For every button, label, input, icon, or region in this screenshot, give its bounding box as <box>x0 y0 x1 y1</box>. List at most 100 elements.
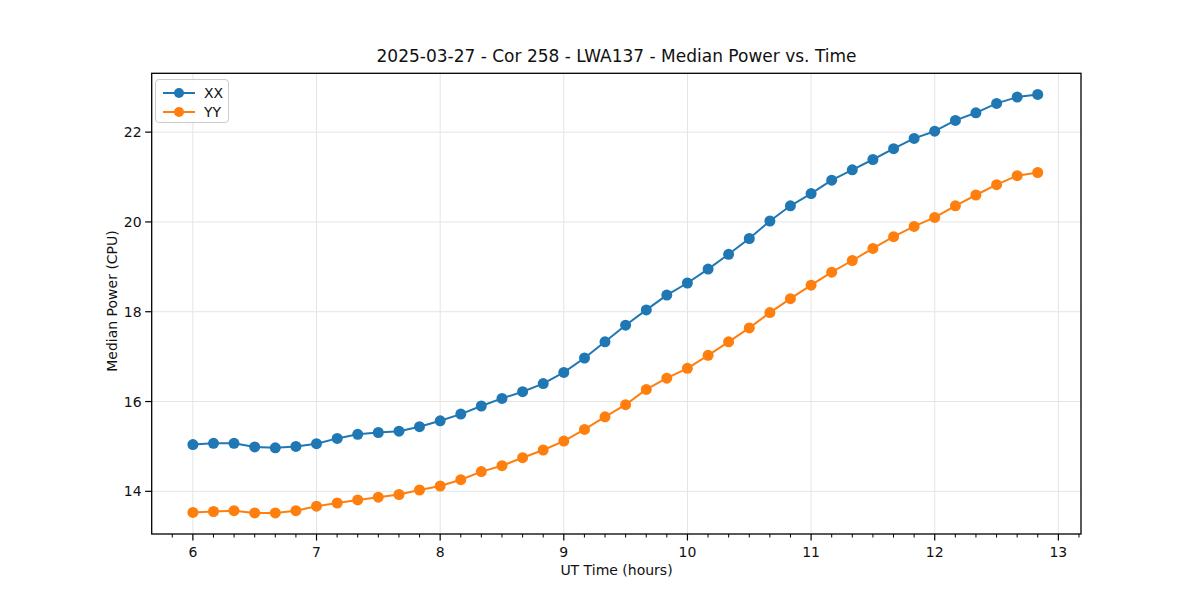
data-point-xx <box>970 107 981 118</box>
y-tick-label: 22 <box>124 124 142 140</box>
data-point-xx <box>311 438 322 449</box>
data-point-xx <box>1012 92 1023 103</box>
series-line-xx <box>193 94 1038 447</box>
data-point-yy <box>620 399 631 410</box>
legend-line-marker-icon <box>162 105 196 119</box>
data-point-xx <box>394 426 405 437</box>
data-point-yy <box>888 231 899 242</box>
data-point-xx <box>620 320 631 331</box>
data-point-xx <box>847 164 858 175</box>
data-point-yy <box>332 498 343 509</box>
data-point-xx <box>806 188 817 199</box>
data-point-yy <box>661 373 672 384</box>
data-point-xx <box>785 200 796 211</box>
data-point-yy <box>352 494 363 505</box>
data-point-yy <box>641 384 652 395</box>
x-tick-label: 10 <box>679 544 697 560</box>
data-point-xx <box>723 249 734 260</box>
data-point-yy <box>1012 170 1023 181</box>
data-point-xx <box>661 290 672 301</box>
legend: XX YY <box>155 79 229 123</box>
data-point-yy <box>579 424 590 435</box>
data-point-yy <box>249 507 260 518</box>
x-tick-label: 12 <box>926 544 944 560</box>
data-point-xx <box>455 409 466 420</box>
data-point-xx <box>187 439 198 450</box>
plot-border <box>152 73 1081 534</box>
data-point-xx <box>929 126 940 137</box>
chart-figure: 6789101112131416182022 2025-03-27 - Cor … <box>0 0 1200 600</box>
data-point-xx <box>1032 89 1043 100</box>
data-point-xx <box>558 367 569 378</box>
data-point-yy <box>847 255 858 266</box>
data-point-xx <box>826 175 837 186</box>
data-point-xx <box>290 441 301 452</box>
data-point-yy <box>455 474 466 485</box>
data-point-xx <box>764 216 775 227</box>
data-point-yy <box>703 350 714 361</box>
data-point-yy <box>373 492 384 503</box>
data-point-xx <box>888 143 899 154</box>
data-point-yy <box>991 179 1002 190</box>
y-tick-label: 18 <box>124 304 142 320</box>
x-tick-label: 9 <box>559 544 568 560</box>
data-point-xx <box>950 115 961 126</box>
data-point-xx <box>538 378 549 389</box>
data-point-yy <box>1032 167 1043 178</box>
y-axis-label-text: Median Power (CPU) <box>104 230 120 372</box>
x-tick-label: 6 <box>188 544 197 560</box>
data-point-xx <box>208 438 219 449</box>
y-tick-label: 14 <box>124 483 142 499</box>
data-point-xx <box>270 442 281 453</box>
data-point-xx <box>703 264 714 275</box>
x-tick-label: 8 <box>436 544 445 560</box>
data-point-yy <box>970 190 981 201</box>
data-point-xx <box>579 353 590 364</box>
data-point-yy <box>497 460 508 471</box>
data-point-yy <box>826 267 837 278</box>
data-point-xx <box>332 433 343 444</box>
x-tick-label: 13 <box>1049 544 1067 560</box>
data-point-yy <box>867 243 878 254</box>
y-tick-label: 16 <box>124 394 142 410</box>
data-point-xx <box>641 304 652 315</box>
data-point-xx <box>744 233 755 244</box>
data-point-xx <box>229 438 240 449</box>
data-point-yy <box>311 501 322 512</box>
data-point-yy <box>785 293 796 304</box>
legend-label: YY <box>204 104 221 120</box>
data-point-xx <box>352 429 363 440</box>
data-point-xx <box>497 393 508 404</box>
data-point-yy <box>208 506 219 517</box>
x-tick-label: 7 <box>312 544 321 560</box>
data-point-xx <box>435 415 446 426</box>
data-point-yy <box>538 445 549 456</box>
data-point-yy <box>394 489 405 500</box>
data-point-yy <box>517 452 528 463</box>
chart-title: 2025-03-27 - Cor 258 - LWA137 - Median P… <box>152 46 1081 66</box>
data-point-yy <box>270 507 281 518</box>
data-point-yy <box>723 336 734 347</box>
data-point-yy <box>929 212 940 223</box>
data-point-xx <box>909 133 920 144</box>
data-point-yy <box>414 485 425 496</box>
data-point-xx <box>867 154 878 165</box>
data-point-xx <box>414 421 425 432</box>
data-point-xx <box>476 401 487 412</box>
legend-line-marker-icon <box>162 86 196 100</box>
data-point-xx <box>517 386 528 397</box>
data-point-yy <box>682 363 693 374</box>
data-point-yy <box>806 280 817 291</box>
x-tick-label: 11 <box>802 544 820 560</box>
data-point-yy <box>187 507 198 518</box>
data-point-xx <box>373 427 384 438</box>
data-point-xx <box>249 441 260 452</box>
x-axis-label: UT Time (hours) <box>152 562 1081 578</box>
data-point-yy <box>764 307 775 318</box>
legend-item-xx: XX <box>162 83 228 102</box>
data-point-yy <box>229 505 240 516</box>
data-point-yy <box>950 200 961 211</box>
data-point-yy <box>909 221 920 232</box>
legend-label: XX <box>204 85 223 101</box>
data-point-yy <box>600 411 611 422</box>
